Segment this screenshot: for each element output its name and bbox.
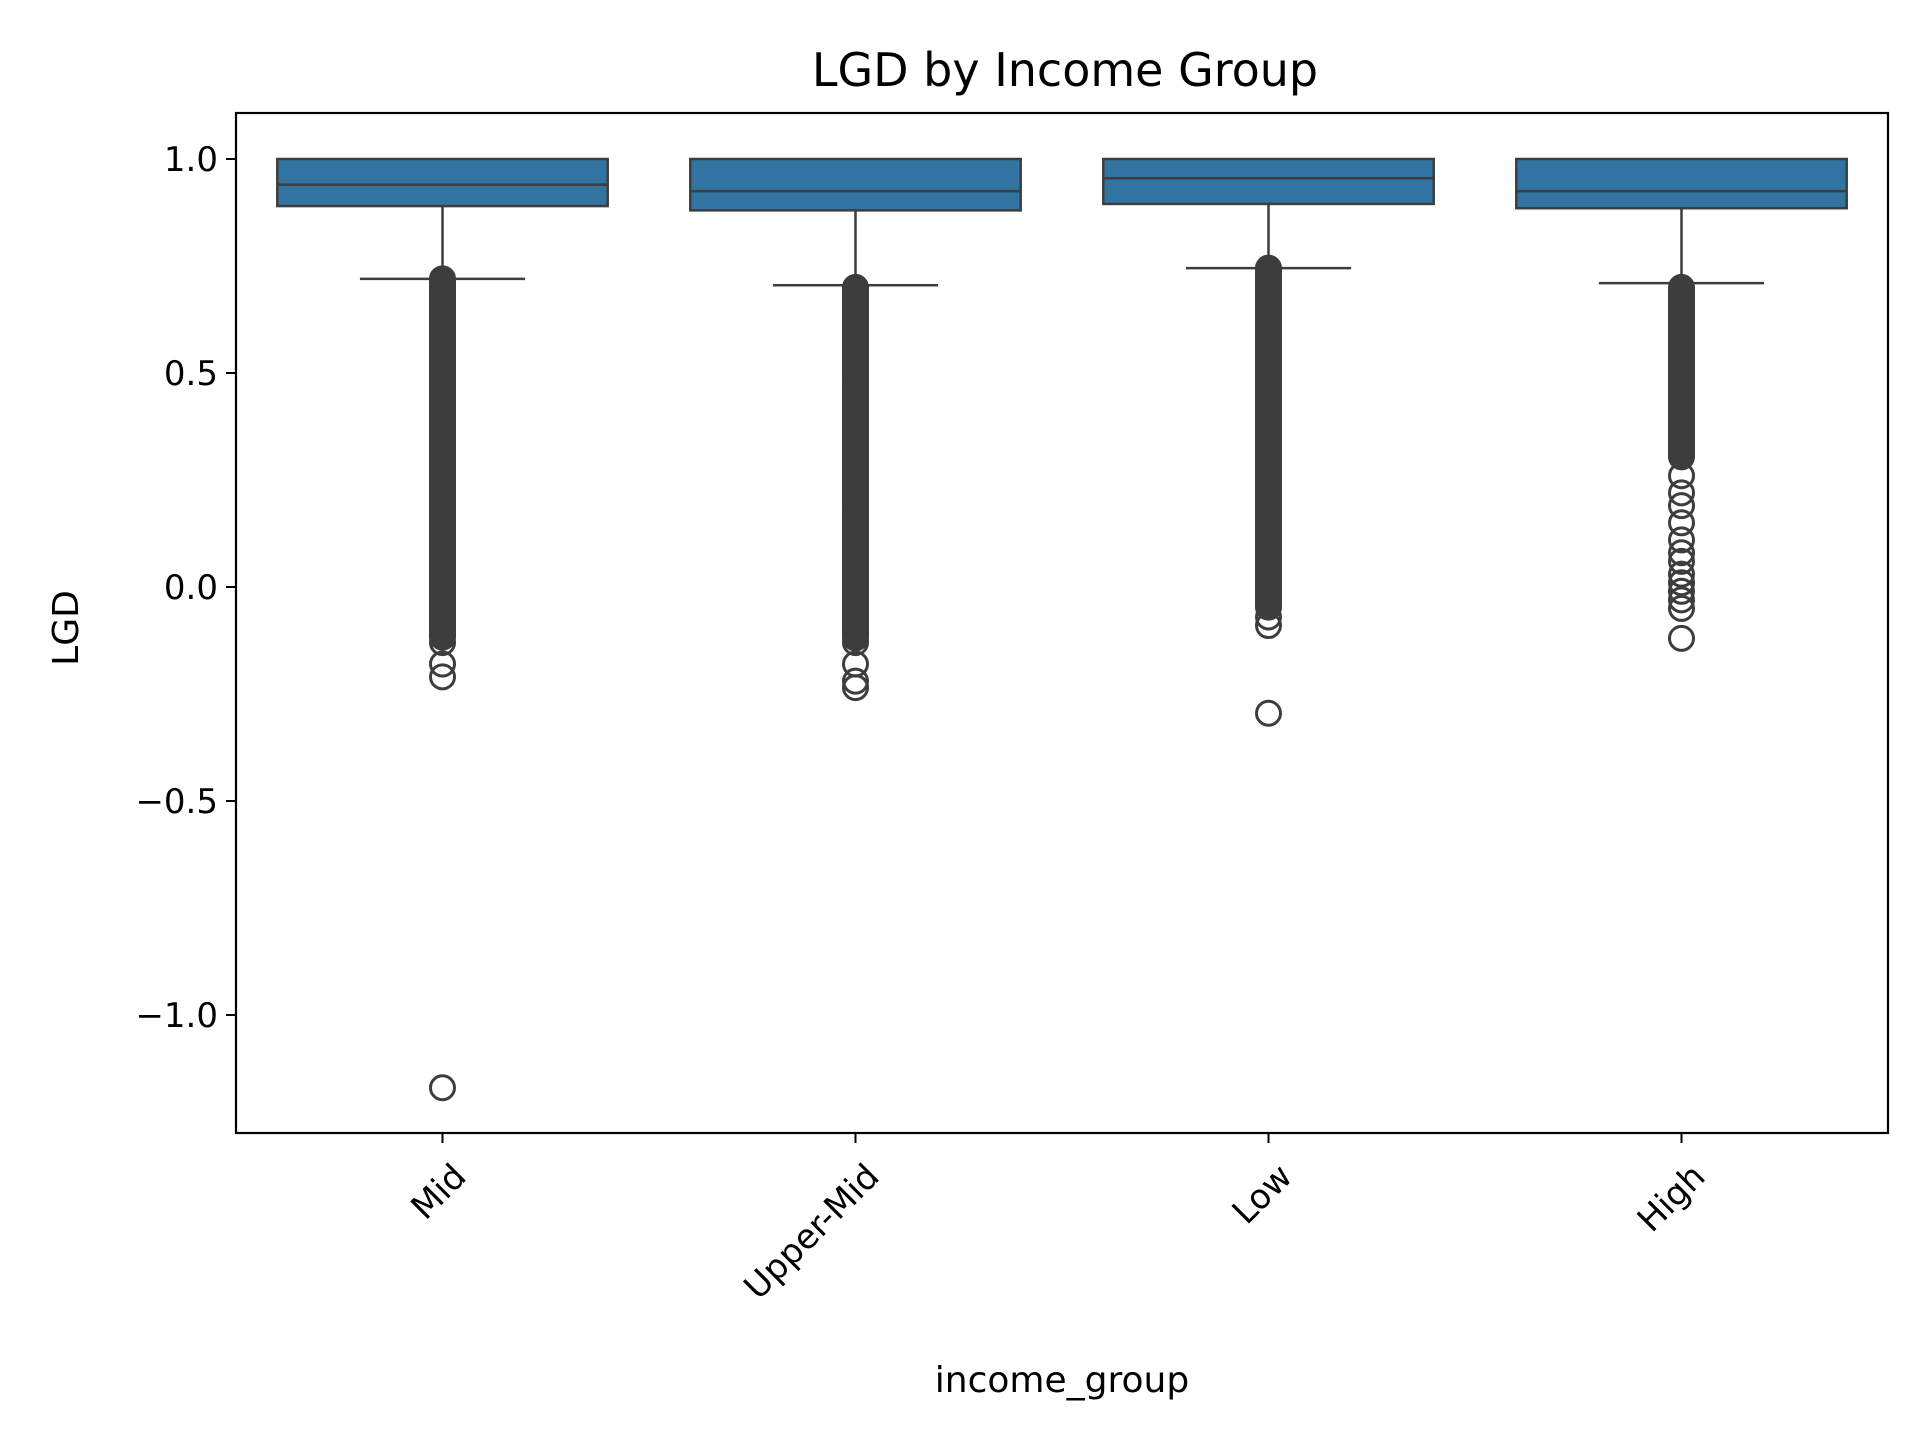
outlier-point [1668, 462, 1695, 490]
y-tick-label: 0.0 [164, 568, 218, 608]
outlier-point [1255, 612, 1282, 640]
plot-area [276, 157, 1848, 1102]
x-axis-label: income_group [935, 1360, 1189, 1401]
outlier-point [429, 1074, 456, 1102]
outlier-point [1668, 560, 1695, 588]
outlier-point [1668, 539, 1695, 567]
outlier-point [1668, 624, 1695, 652]
outlier-point [1668, 547, 1695, 575]
box-group-low [1102, 157, 1435, 727]
x-tick-label: Mid [403, 1157, 474, 1228]
box-iqr [1515, 157, 1848, 210]
box-iqr [1102, 157, 1435, 206]
outlier-point [1255, 603, 1282, 631]
outlier-point [429, 650, 456, 678]
box-group-high [1515, 157, 1848, 652]
chart-title: LGD by Income Group [812, 43, 1318, 97]
outlier-point [842, 629, 869, 657]
outlier-point [1668, 526, 1695, 554]
x-axis: Mid Upper-Mid Low High [403, 1133, 1713, 1308]
outlier-point [1255, 593, 1282, 621]
outlier-point [1668, 577, 1695, 605]
outlier-point [1668, 443, 1695, 471]
outlier-point [842, 674, 869, 702]
y-tick-label: −1.0 [135, 996, 218, 1036]
x-tick-label: High [1630, 1157, 1714, 1241]
outlier-point [1668, 569, 1695, 597]
outlier-point [842, 667, 869, 695]
box-iqr [276, 157, 609, 208]
y-axis: 1.0 0.5 0.0 −0.5 −1.0 [135, 140, 236, 1036]
outlier-point [1668, 509, 1695, 537]
outlier-point [429, 629, 456, 657]
x-tick-label: Low [1225, 1157, 1301, 1233]
box-iqr [689, 157, 1022, 212]
x-tick-label: Upper-Mid [736, 1157, 887, 1308]
box-group-upper-mid [689, 157, 1022, 702]
y-tick-label: −0.5 [135, 782, 218, 822]
y-tick-label: 1.0 [164, 140, 218, 180]
outlier-point [429, 663, 456, 691]
outlier-point [1668, 479, 1695, 507]
y-axis-label: LGD [46, 590, 87, 666]
outlier-point [1668, 594, 1695, 622]
outlier-point [1668, 492, 1695, 520]
outlier-point [1668, 586, 1695, 614]
plot-frame [234, 111, 1890, 1135]
y-tick-label: 0.5 [164, 354, 218, 394]
box-group-mid [276, 157, 609, 1102]
outlier-point [1255, 699, 1282, 727]
